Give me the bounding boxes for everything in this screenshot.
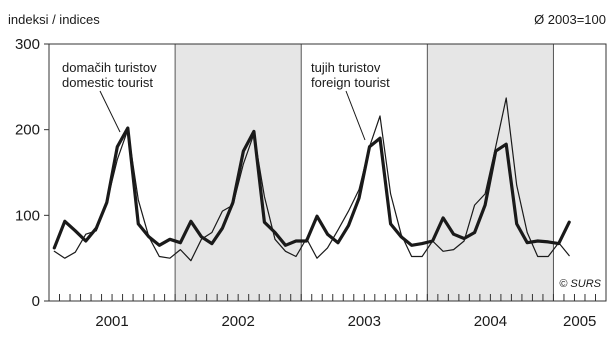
series-line-foreign <box>53 97 570 262</box>
series-label-foreign-line-1: tujih turistov <box>311 60 381 75</box>
series-line-domestic <box>52 126 571 250</box>
series-label-foreign-line-2: foreign tourist <box>311 75 390 90</box>
x-year-label-2003: 2003 <box>348 313 381 330</box>
plot-frame <box>48 43 607 302</box>
series-label-domestic-line-2: domestic tourist <box>62 75 153 90</box>
y-tick-label-100: 100 <box>15 207 40 224</box>
year-panel-2005 <box>553 44 606 301</box>
leader-line-domestic <box>99 90 121 133</box>
copyright-note: © SURS <box>559 278 601 290</box>
series-label-foreign: tujih turistov foreign tourist <box>311 60 390 90</box>
base-note: Ø 2003=100 <box>534 12 606 27</box>
x-year-label-2005: 2005 <box>563 313 596 330</box>
y-axis-label: indeksi / indices <box>8 12 100 27</box>
x-year-label-2004: 2004 <box>474 313 507 330</box>
x-year-label-2001: 2001 <box>95 313 128 330</box>
series-label-domestic: domačih turistov domestic tourist <box>62 60 160 90</box>
y-tick-label-0: 0 <box>32 293 40 310</box>
series-label-domestic-line-1: domačih turistov <box>62 60 157 75</box>
y-tick-label-300: 300 <box>15 36 40 53</box>
leader-line-foreign <box>345 90 366 141</box>
x-year-label-2002: 2002 <box>221 313 254 330</box>
y-tick-label-200: 200 <box>15 122 40 139</box>
